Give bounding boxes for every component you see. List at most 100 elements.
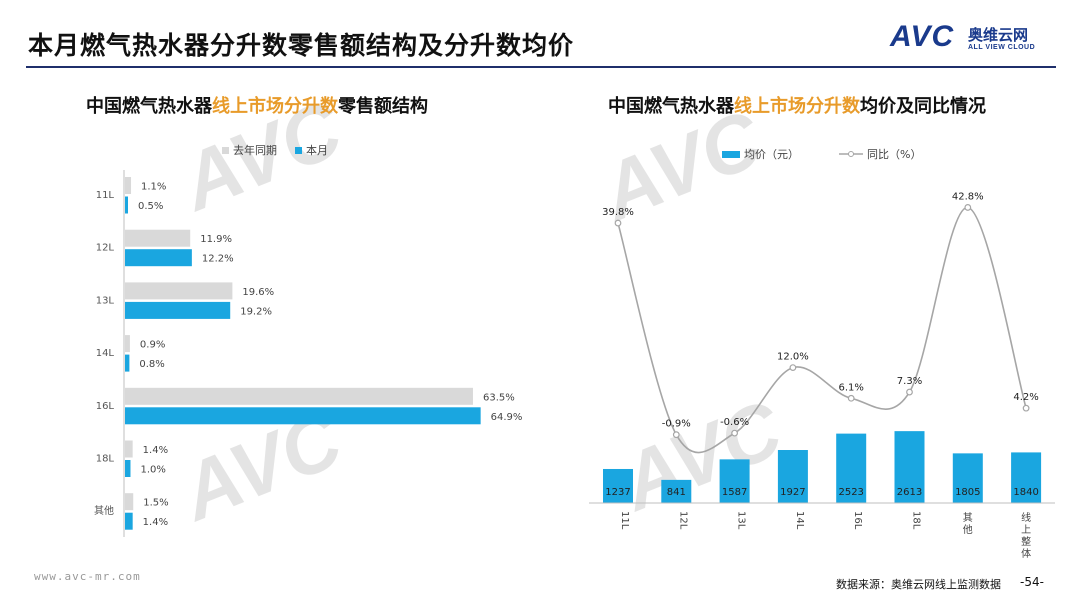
legend-label-current: 本月 xyxy=(306,144,328,157)
bar-value-label: 1927 xyxy=(780,487,805,498)
category-label: 12L xyxy=(677,511,688,530)
category-label: 18L xyxy=(911,511,922,530)
bar-value-label: 0.5% xyxy=(138,201,163,212)
title-divider xyxy=(26,66,1056,68)
bar xyxy=(603,468,633,503)
yoy-line xyxy=(617,206,1027,454)
right-title-highlight: 线上市场分升数 xyxy=(734,96,860,117)
bar xyxy=(125,177,132,194)
category-label: 11L xyxy=(96,190,115,201)
left-title-highlight: 线上市场分升数 xyxy=(212,96,338,117)
logo-cn-text: 奥维云网 xyxy=(968,26,1029,44)
yoy-value-label: 39.8% xyxy=(602,207,634,218)
bar-value-label: 19.6% xyxy=(242,287,274,298)
bar xyxy=(125,229,191,247)
bar-value-label: 1840 xyxy=(1013,487,1038,498)
bar xyxy=(125,493,134,511)
category-label: 13L xyxy=(96,295,115,306)
left-bar-chart: 11L 1.1% 0.5% 12L 11.9% 12.2% 13L 19.6% 19.2% 14L… xyxy=(94,170,523,537)
yoy-value-label: 4.2% xyxy=(1013,392,1038,403)
bar xyxy=(125,407,481,425)
page-title: 本月燃气热水器分升数零售额结构及分升数均价 xyxy=(28,31,575,60)
bar-value-label: 12.2% xyxy=(202,254,234,265)
bar-value-label: 19.2% xyxy=(240,306,272,317)
bar-value-label: 0.8% xyxy=(139,359,164,370)
category-label: 18L xyxy=(96,454,115,465)
bar xyxy=(125,354,130,372)
bar xyxy=(125,249,192,267)
bar-value-label: 841 xyxy=(667,487,686,498)
yoy-point xyxy=(731,429,739,437)
bar xyxy=(894,431,925,503)
bar xyxy=(719,459,750,503)
footer-url: www.avc-mr.com xyxy=(34,570,141,583)
yoy-value-label: 42.8% xyxy=(952,191,984,202)
category-label: 12L xyxy=(96,243,115,254)
bar-value-label: 1.0% xyxy=(140,465,165,476)
bar-value-label: 1.5% xyxy=(143,498,168,509)
yoy-point xyxy=(964,204,972,211)
bar xyxy=(836,433,867,503)
bar-value-label: 1.4% xyxy=(143,517,168,528)
yoy-value-label: -0.9% xyxy=(662,419,691,430)
bar xyxy=(125,335,130,353)
legend-swatch-yoy xyxy=(839,151,863,157)
legend-item-current: 本月 xyxy=(295,142,328,158)
legend-item-yoy: 同比（%） xyxy=(839,146,921,162)
bar-value-label: 1237 xyxy=(605,487,630,498)
bar-value-label: 2613 xyxy=(897,487,922,498)
yoy-point xyxy=(789,364,797,372)
bar xyxy=(952,453,983,503)
yoy-value-label: 12.0% xyxy=(777,352,809,363)
bar xyxy=(1011,452,1042,503)
yoy-point xyxy=(614,219,622,227)
bar xyxy=(661,479,692,503)
left-legend: 去年同期 本月 xyxy=(222,142,346,158)
category-label: 11L xyxy=(619,511,630,530)
category-label: 其他 xyxy=(94,504,114,517)
bar xyxy=(125,387,473,405)
legend-label-price: 均价（元） xyxy=(744,148,799,161)
bar-value-label: 1805 xyxy=(955,487,980,498)
legend-swatch-current xyxy=(295,146,302,154)
bar-value-label: 64.9% xyxy=(491,412,523,423)
yoy-value-label: -0.6% xyxy=(720,417,749,428)
legend-item-prev: 去年同期 xyxy=(222,142,277,158)
bar-value-label: 2523 xyxy=(838,487,863,498)
legend-item-price: 均价（元） xyxy=(722,146,799,162)
category-label: 16L xyxy=(852,511,863,530)
bar xyxy=(777,450,808,503)
left-chart-title: 中国燃气热水器线上市场分升数零售额结构 xyxy=(86,92,428,118)
bar xyxy=(125,440,133,458)
yoy-value-label: 6.1% xyxy=(838,382,863,393)
left-title-post: 零售额结构 xyxy=(338,96,428,117)
bar-value-label: 63.5% xyxy=(483,392,515,403)
category-label: 线上整体 xyxy=(1021,511,1031,560)
right-legend: 均价（元） 同比（%） xyxy=(722,146,939,162)
bar xyxy=(125,301,231,319)
bar-value-label: 1587 xyxy=(722,487,747,498)
bar xyxy=(125,512,133,530)
yoy-point xyxy=(672,431,680,439)
yoy-point xyxy=(847,394,855,402)
logo-en-text: ALL VIEW CLOUD xyxy=(968,44,1036,51)
avc-logo: AVC 奥维云网 ALL VIEW CLOUD xyxy=(890,20,1060,56)
bar xyxy=(125,282,233,300)
category-label: 13L xyxy=(736,511,747,530)
right-combo-chart: 1237 841 1587 1927 2523 2613 1805 1840 39.8% -0.9… xyxy=(589,191,1055,560)
bar xyxy=(125,460,131,477)
right-title-pre: 中国燃气热水器 xyxy=(608,96,734,117)
bar-value-label: 0.9% xyxy=(140,340,165,351)
yoy-point xyxy=(906,388,913,396)
bar-value-label: 1.1% xyxy=(141,182,166,193)
category-label: 16L xyxy=(96,401,115,412)
yoy-value-label: 7.3% xyxy=(897,376,922,387)
category-label: 其他 xyxy=(963,512,973,536)
left-title-pre: 中国燃气热水器 xyxy=(86,96,212,117)
right-chart-title: 中国燃气热水器线上市场分升数均价及同比情况 xyxy=(608,92,986,118)
logo-avc-text: AVC xyxy=(890,20,955,53)
category-label: 14L xyxy=(96,348,115,359)
legend-swatch-price xyxy=(722,150,740,158)
page-number: -54- xyxy=(1020,575,1044,589)
right-title-post: 均价及同比情况 xyxy=(860,96,986,117)
